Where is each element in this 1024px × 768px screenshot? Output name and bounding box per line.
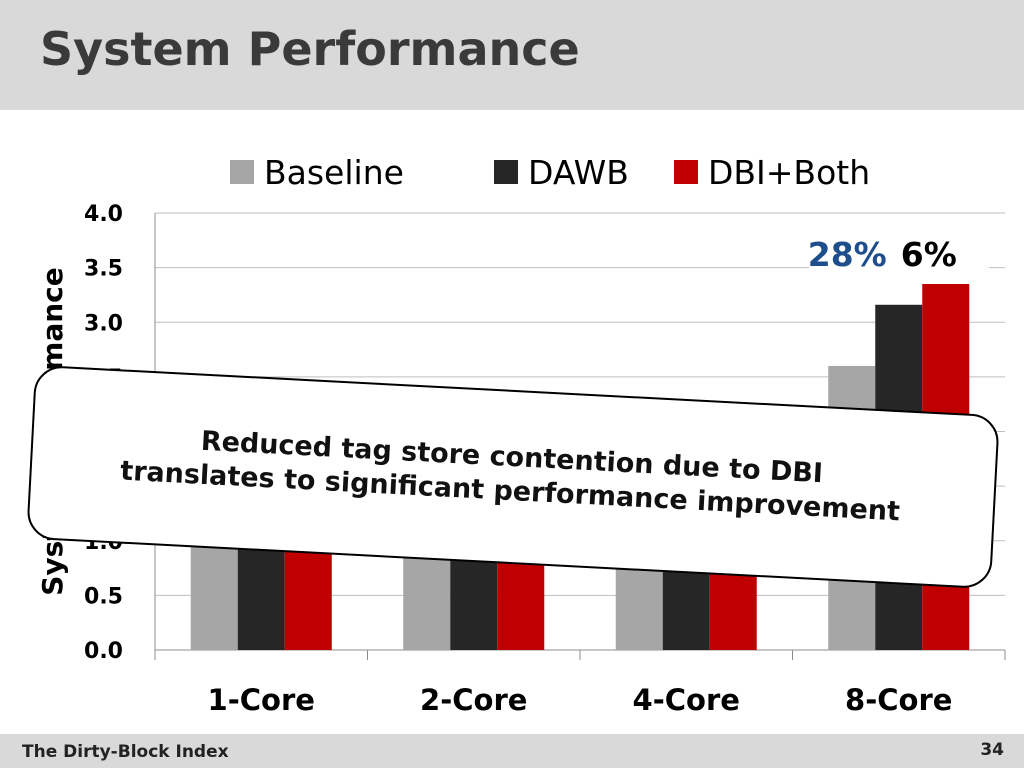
- bar-baseline: [190, 540, 238, 650]
- title-bar: System Performance: [0, 0, 1024, 110]
- page-number: 34: [980, 740, 1004, 760]
- annotation-blue: 28%: [808, 235, 887, 274]
- legend-swatch: [674, 160, 698, 184]
- x-category-label: 4-Core: [633, 683, 740, 717]
- legend-label: Baseline: [264, 153, 404, 192]
- legend-swatch: [494, 160, 518, 184]
- annotation-background: [808, 230, 989, 279]
- legend-label: DBI+Both: [708, 153, 870, 192]
- footer-title: The Dirty-Block Index: [22, 742, 229, 762]
- legend-label: DAWB: [528, 153, 629, 192]
- y-tick-label: 3.0: [84, 311, 123, 336]
- callout: Reduced tag store contention due to DBI …: [26, 364, 1000, 590]
- x-category-label: 1-Core: [208, 683, 315, 717]
- footer-bar: The Dirty-Block Index 34: [0, 734, 1024, 768]
- y-tick-label: 4.0: [84, 202, 123, 227]
- slide-title: System Performance: [40, 22, 580, 76]
- x-category-label: 2-Core: [420, 683, 527, 717]
- callout-text: Reduced tag store contention due to DBI …: [26, 365, 996, 585]
- x-category-label: 8-Core: [845, 683, 952, 717]
- y-tick-label: 0.0: [84, 639, 123, 664]
- y-tick-label: 0.5: [84, 584, 123, 609]
- legend-swatch: [230, 160, 254, 184]
- y-tick-label: 3.5: [84, 257, 123, 282]
- annotation-black: 6%: [901, 235, 957, 274]
